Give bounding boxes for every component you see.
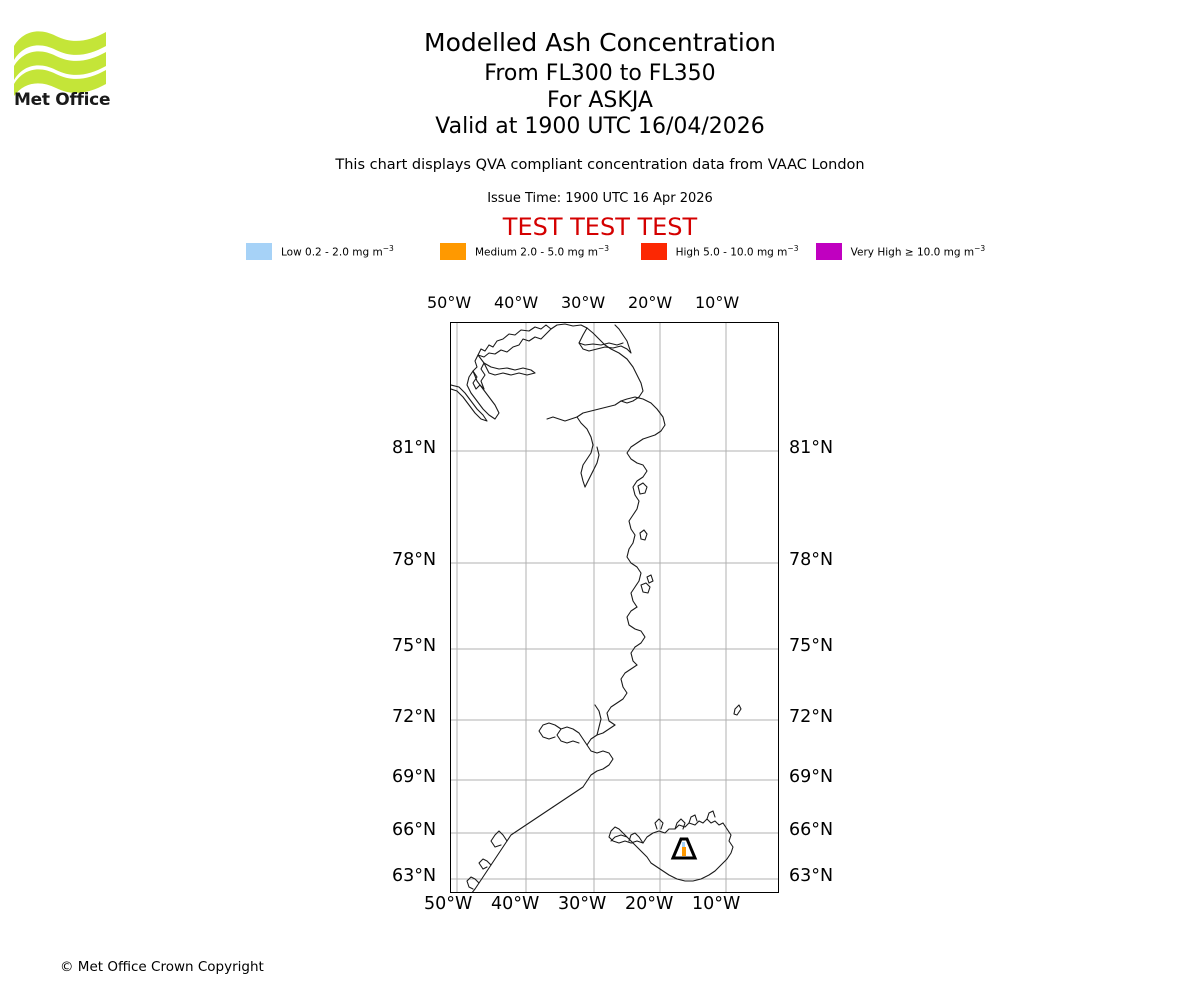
lat-label-right-1: 78°N <box>789 550 834 570</box>
lon-label-top-4: 10°W <box>695 293 740 312</box>
legend-high-swatch <box>640 242 667 260</box>
volcano-marker-askja[interactable] <box>670 837 698 860</box>
lat-label-right-5: 66°N <box>789 820 834 840</box>
lon-label-top-1: 40°W <box>494 293 539 312</box>
flight-level-line: From FL300 to FL350 <box>484 61 716 86</box>
met-office-logo <box>14 26 114 116</box>
legend-very-high-swatch <box>815 242 842 260</box>
lat-label-left-5: 66°N <box>392 820 437 840</box>
ash-concentration-map[interactable] <box>450 322 779 893</box>
legend-medium-swatch <box>439 242 466 260</box>
lat-label-right-0: 81°N <box>789 438 834 458</box>
coastline-paths <box>451 323 742 892</box>
concentration-legend: Low 0.2 - 2.0 mg m−3 Medium 2.0 - 5.0 mg… <box>246 240 986 262</box>
lon-label-top-3: 20°W <box>628 293 673 312</box>
lon-label-bottom-4: 10°W <box>692 894 741 914</box>
lat-label-left-4: 69°N <box>392 767 437 787</box>
lat-label-left-2: 75°N <box>392 636 437 656</box>
lat-label-left-3: 72°N <box>392 707 437 727</box>
lon-label-top-0: 50°W <box>427 293 472 312</box>
valid-time-line: Valid at 1900 UTC 16/04/2026 <box>435 114 765 139</box>
legend-very-high: Very High ≥ 10.0 mg m−3 <box>815 240 986 262</box>
legend-very-high-label: Very High ≥ 10.0 mg m−3 <box>850 243 986 259</box>
legend-low-label: Low 0.2 - 2.0 mg m−3 <box>281 243 394 259</box>
ash-plume-pixel-low <box>682 842 685 847</box>
lon-label-bottom-3: 20°W <box>625 894 674 914</box>
volcano-name-line: For ASKJA <box>547 88 653 113</box>
lat-label-right-2: 75°N <box>789 636 834 656</box>
test-banner: TEST TEST TEST <box>502 213 698 241</box>
legend-low: Low 0.2 - 2.0 mg m−3 <box>246 240 440 262</box>
met-office-wave-icon <box>14 31 106 96</box>
lon-label-top-2: 30°W <box>561 293 606 312</box>
volcano-triangle-icon <box>670 837 698 860</box>
lat-label-right-4: 69°N <box>789 767 834 787</box>
chart-subtitle: This chart displays QVA compliant concen… <box>335 157 865 173</box>
page-title: Modelled Ash Concentration <box>424 28 776 57</box>
lat-label-left-0: 81°N <box>392 438 437 458</box>
lat-label-left-1: 78°N <box>392 550 437 570</box>
legend-high: High 5.0 - 10.0 mg m−3 <box>640 240 816 262</box>
legend-medium-label: Medium 2.0 - 5.0 mg m−3 <box>474 243 610 259</box>
lat-label-left-6: 63°N <box>392 866 437 886</box>
issue-time: Issue Time: 1900 UTC 16 Apr 2026 <box>487 191 713 206</box>
met-office-logo-text: Met Office <box>14 90 111 110</box>
lon-label-bottom-2: 30°W <box>558 894 607 914</box>
lat-label-right-6: 63°N <box>789 866 834 886</box>
map-frame <box>450 322 779 893</box>
legend-low-swatch <box>246 242 272 260</box>
lon-label-bottom-0: 50°W <box>424 894 473 914</box>
copyright-footer: © Met Office Crown Copyright <box>60 959 264 975</box>
ash-plume-pixel-medium <box>682 847 686 856</box>
legend-medium: Medium 2.0 - 5.0 mg m−3 <box>439 240 641 262</box>
lat-label-right-3: 72°N <box>789 707 834 727</box>
lon-label-bottom-1: 40°W <box>491 894 540 914</box>
map-gridlines <box>451 323 778 892</box>
legend-high-label: High 5.0 - 10.0 mg m−3 <box>675 243 799 259</box>
